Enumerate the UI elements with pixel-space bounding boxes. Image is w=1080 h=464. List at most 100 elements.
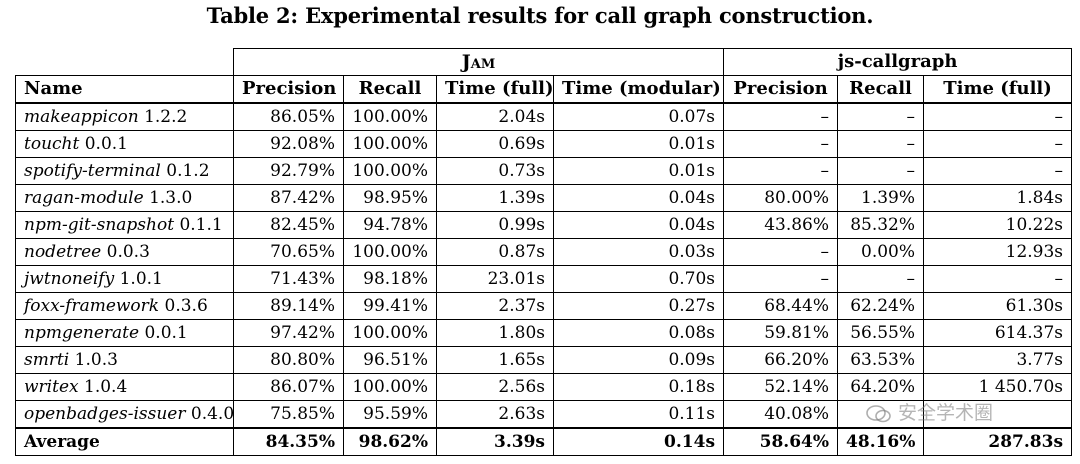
column-header-jscg-precision: Precision: [723, 75, 839, 104]
package-name-cell: toucht 0.0.1: [15, 130, 234, 158]
package-version: 1.3.0: [149, 188, 193, 208]
table-cell: 92.79%: [233, 157, 344, 185]
group-header-js-callgraph: js-callgraph: [723, 48, 1073, 76]
column-header-jscg-recall: Recall: [837, 75, 925, 104]
table-row: spotify-terminal 0.1.2 92.79% 100.00% 0.73s…: [15, 157, 1073, 185]
table-cell: –: [723, 157, 839, 185]
package-version: 1.0.1: [119, 269, 163, 289]
table-cell: 61.30s: [923, 292, 1073, 320]
table-cell: 56.55%: [837, 319, 925, 347]
package-version: 0.3.6: [164, 296, 208, 316]
table-row: toucht 0.0.1 92.08% 100.00% 0.69s 0.01s – – –: [15, 130, 1073, 158]
table-cell: 100.00%: [343, 373, 437, 401]
table-cell: 0.11s: [552, 400, 725, 429]
table-cell: 0.04s: [552, 184, 725, 212]
group-header-jam: Jam: [232, 48, 725, 76]
table-row: jwtnoneify 1.0.1 71.43% 98.18% 23.01s 0.70s –…: [15, 265, 1073, 293]
table-cell: 0.69s: [436, 130, 554, 158]
table-cell: –: [923, 265, 1073, 293]
table-cell: 2.63s: [436, 400, 554, 429]
column-header-jscg-time-full: Time (full): [923, 75, 1073, 104]
package-name: spotify-terminal: [24, 161, 161, 181]
table-cell: 98.62%: [343, 427, 437, 456]
table-row: makeappicon 1.2.2 86.05% 100.00% 2.04s 0.07s…: [15, 102, 1073, 131]
table-cell: 100.00%: [343, 319, 437, 347]
table-cell: 2.56s: [436, 373, 554, 401]
table-cell: 1 450.70s: [923, 373, 1073, 401]
package-name: nodetree: [24, 242, 102, 262]
table-cell: 82.45%: [233, 211, 344, 239]
table-cell: 48.16%: [837, 427, 925, 456]
average-row: Average 84.35% 98.62% 3.39s 0.14s 58.64%…: [15, 427, 1073, 456]
package-version: 0.0.1: [144, 323, 188, 343]
column-header-jam-time-full: Time (full): [436, 75, 554, 104]
table-body: makeappicon 1.2.2 86.05% 100.00% 2.04s 0.07s…: [15, 102, 1073, 429]
package-version: 0.1.1: [179, 215, 223, 235]
table-cell: 63.53%: [837, 346, 925, 374]
table-cell: 1.80s: [436, 319, 554, 347]
table-cell: 3.77s: [923, 346, 1073, 374]
table-cell: 0.09s: [552, 346, 725, 374]
table-row: nodetree 0.0.3 70.65% 100.00% 0.87s 0.03s –0.…: [15, 238, 1073, 266]
package-version: 1.0.4: [84, 377, 128, 397]
table-cell: [837, 400, 925, 429]
table-row: npmgenerate 0.0.1 97.42% 100.00% 1.80s 0.08s…: [15, 319, 1073, 347]
table-cell: 1.65s: [436, 346, 554, 374]
table-cell: 68.44%: [723, 292, 839, 320]
table-cell: 58.64%: [723, 427, 839, 456]
table-cell: 99.41%: [343, 292, 437, 320]
table-cell: 52.14%: [723, 373, 839, 401]
column-header-jam-recall: Recall: [343, 75, 437, 104]
table-row: writex 1.0.4 86.07% 100.00% 2.56s 0.18s 52.14…: [15, 373, 1073, 401]
package-name-cell: foxx-framework 0.3.6: [15, 292, 234, 320]
table-cell: 0.01s: [552, 157, 725, 185]
package-name-cell: npm-git-snapshot 0.1.1: [15, 211, 234, 239]
table-cell: 43.86%: [723, 211, 839, 239]
package-name-cell: openbadges-issuer 0.4.0: [15, 400, 234, 429]
table-cell: 0.70s: [552, 265, 725, 293]
table-cell: 0.01s: [552, 130, 725, 158]
table-cell: –: [923, 130, 1073, 158]
table-cell: –: [837, 102, 925, 131]
package-name: ragan-module: [24, 188, 144, 208]
column-header-jam-precision: Precision: [233, 75, 344, 104]
package-name-cell: smrti 1.0.3: [15, 346, 234, 374]
table-cell: 23.01s: [436, 265, 554, 293]
table-cell: 3.39s: [436, 427, 554, 456]
table-cell: 94.78%: [343, 211, 437, 239]
table-cell: 80.80%: [233, 346, 344, 374]
table-cell: 86.07%: [233, 373, 344, 401]
package-name: npm-git-snapshot: [24, 215, 175, 235]
package-name-cell: spotify-terminal 0.1.2: [15, 157, 234, 185]
table-cell: 0.27s: [552, 292, 725, 320]
table-cell: 287.83s: [923, 427, 1073, 456]
table-cell: –: [837, 157, 925, 185]
table-cell: 0.00%: [837, 238, 925, 266]
table-cell: –: [923, 102, 1073, 131]
table-cell: 100.00%: [343, 130, 437, 158]
results-table: Jam js-callgraph Name Precision Recall T…: [15, 48, 1073, 456]
table-row: ragan-module 1.3.0 87.42% 98.95% 1.39s 0.04s…: [15, 184, 1073, 212]
table-cell: –: [723, 265, 839, 293]
table-cell: 75.85%: [233, 400, 344, 429]
table-cell: 100.00%: [343, 238, 437, 266]
table-cell: –: [723, 238, 839, 266]
package-name-cell: makeappicon 1.2.2: [15, 102, 234, 131]
table-cell: 87.42%: [233, 184, 344, 212]
table-cell: 89.14%: [233, 292, 344, 320]
table-cell: 2.04s: [436, 102, 554, 131]
table-cell: 95.59%: [343, 400, 437, 429]
table-cell: 98.95%: [343, 184, 437, 212]
table-row: smrti 1.0.3 80.80% 96.51% 1.65s 0.09s 66.20% 6…: [15, 346, 1073, 374]
table-cell: 86.05%: [233, 102, 344, 131]
table-cell: 98.18%: [343, 265, 437, 293]
table-cell: 0.03s: [552, 238, 725, 266]
table-cell: –: [723, 102, 839, 131]
table-cell: 80.00%: [723, 184, 839, 212]
table-cell: 0.73s: [436, 157, 554, 185]
column-header-jam-time-modular: Time (modular): [552, 75, 725, 104]
table-cell: 40.08%: [723, 400, 839, 429]
package-name: smrti: [24, 350, 70, 370]
package-name-cell: ragan-module 1.3.0: [15, 184, 234, 212]
table-cell: 0.87s: [436, 238, 554, 266]
